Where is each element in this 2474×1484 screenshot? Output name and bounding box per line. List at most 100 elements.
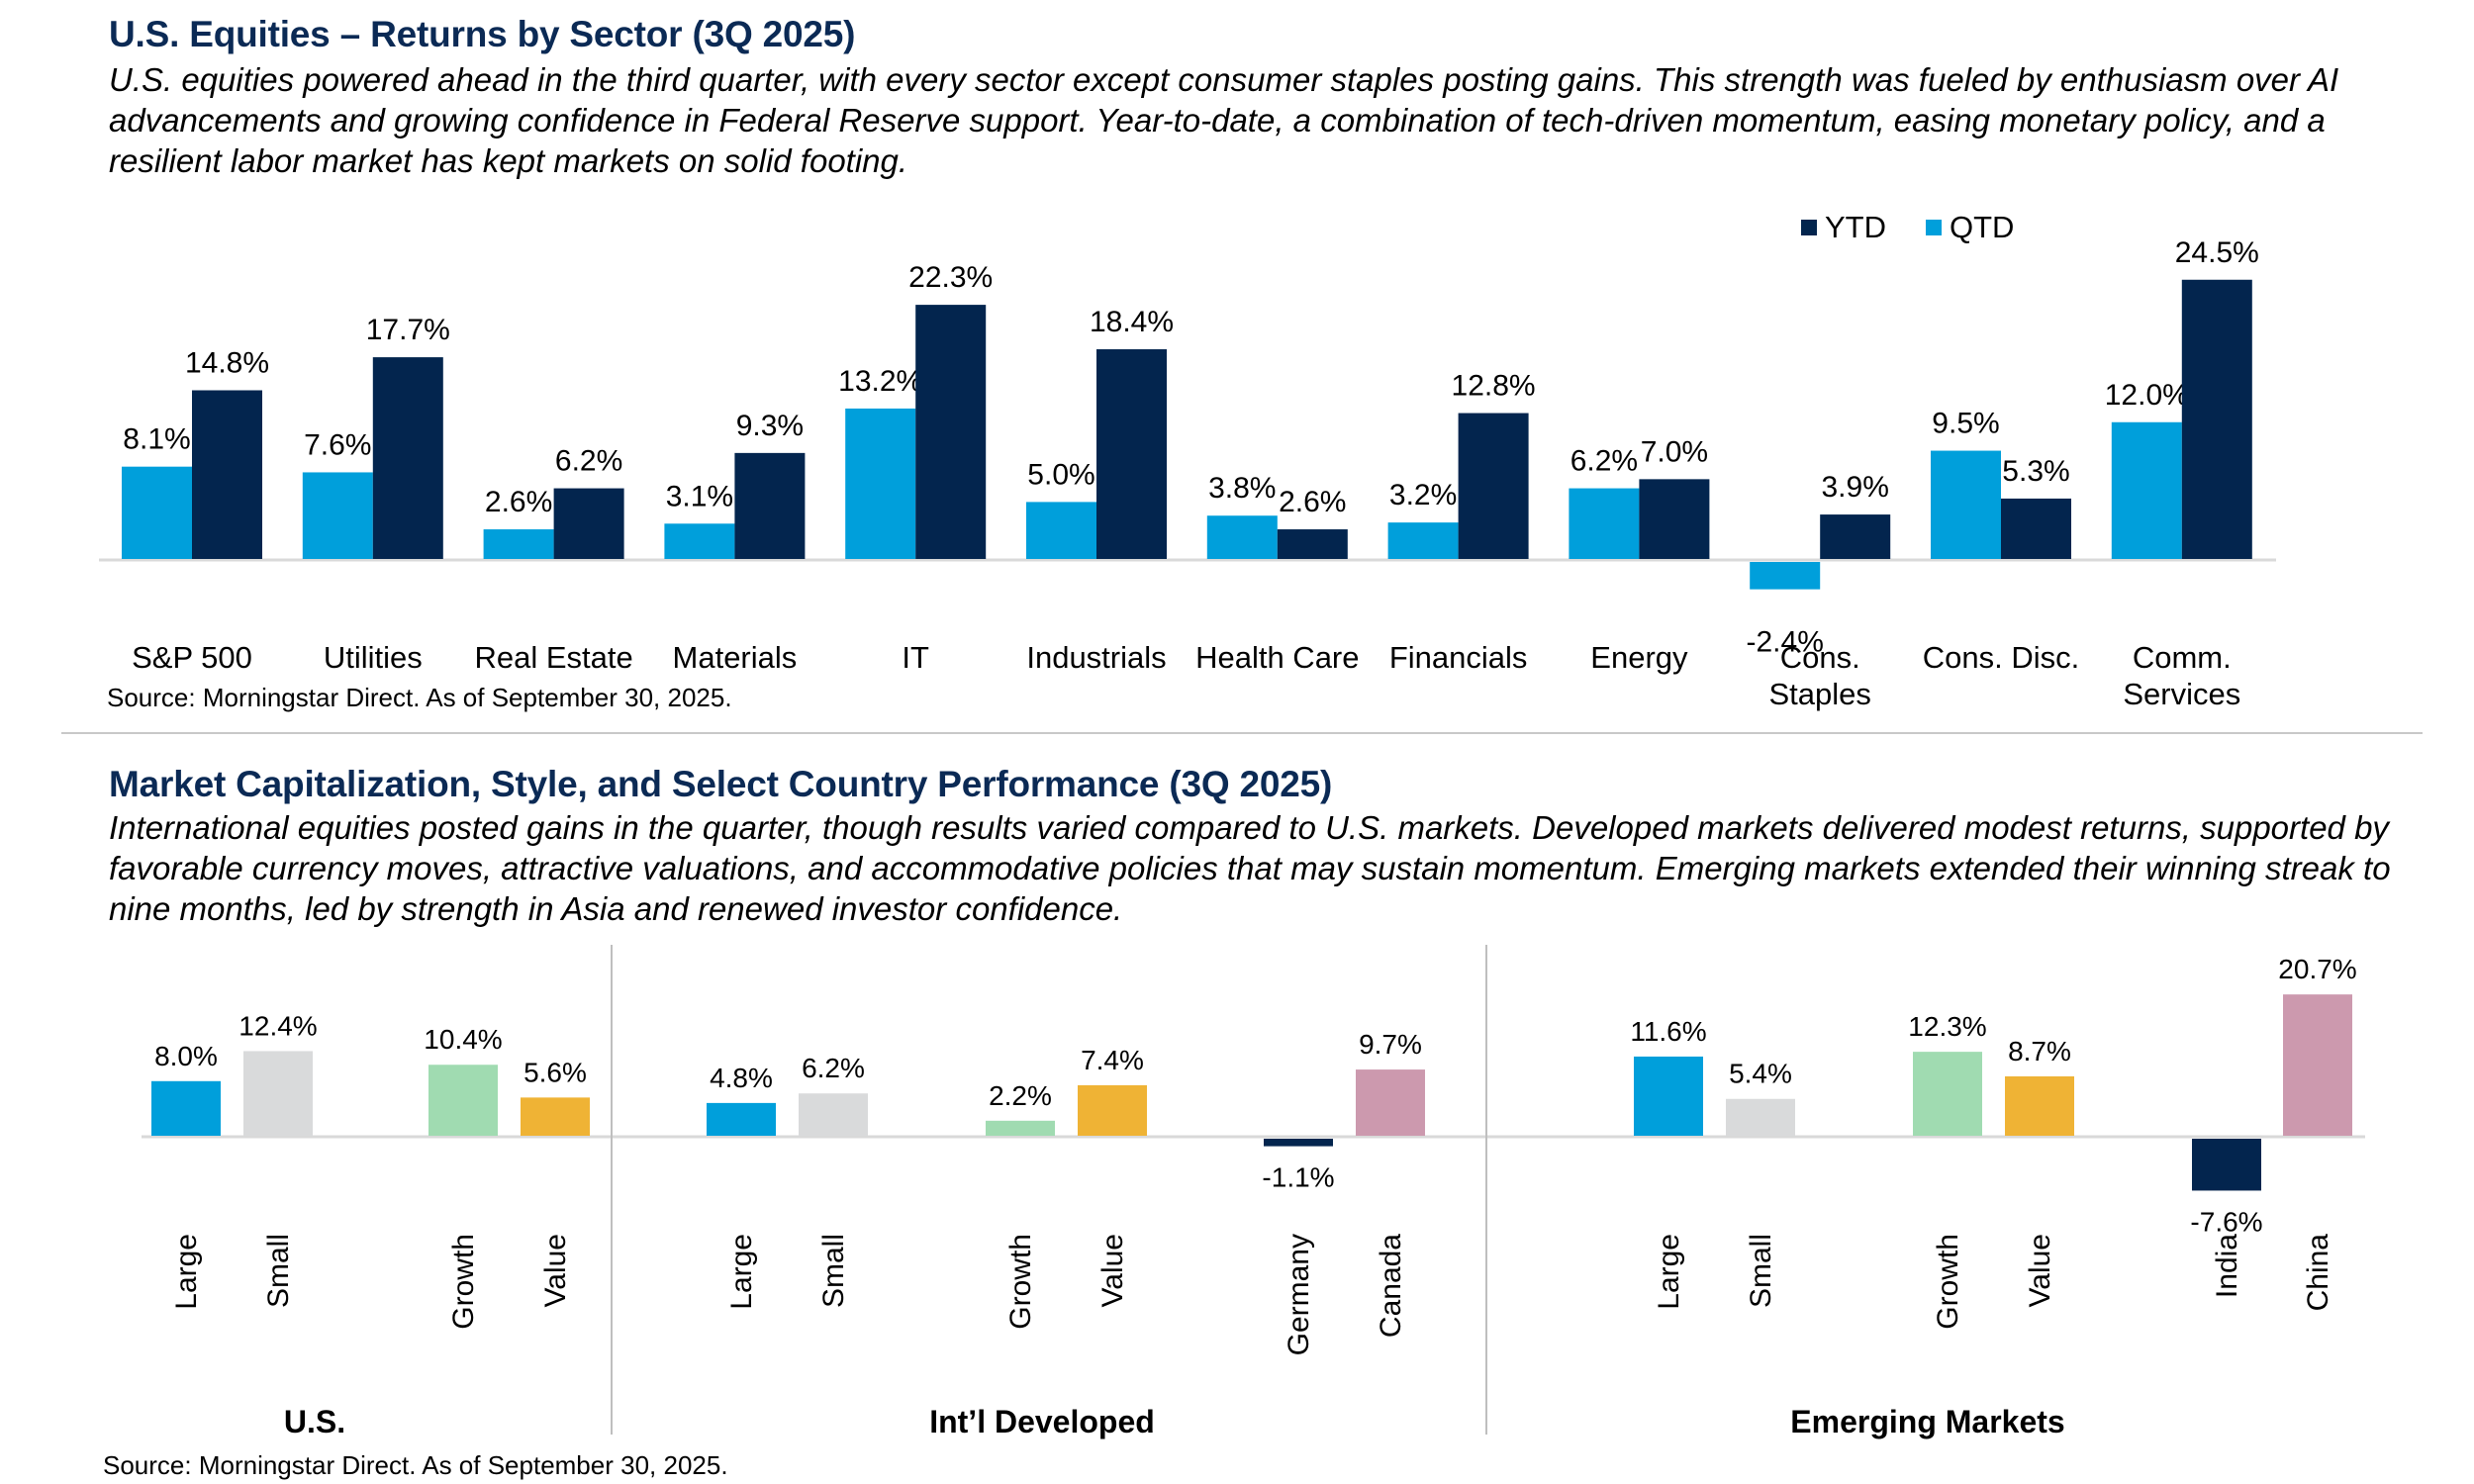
bar-u-s--small	[243, 1051, 313, 1136]
category-label: Canada	[1375, 1234, 1407, 1338]
category-label: Value	[1096, 1234, 1129, 1308]
data-label: 6.2%	[802, 1053, 865, 1083]
category-label: Growth	[447, 1234, 480, 1330]
bar-ytd	[1639, 479, 1710, 559]
bar-int-l-developed-large	[707, 1102, 776, 1136]
category-label: Health Care	[1195, 640, 1359, 675]
data-label-qtd: 12.0%	[2105, 379, 2189, 412]
bar-ytd	[915, 305, 987, 559]
data-label: 20.7%	[2278, 954, 2356, 984]
bar-ytd	[2181, 279, 2252, 559]
data-label-qtd: 5.0%	[1027, 458, 1094, 491]
bar-u-s--growth	[428, 1065, 498, 1136]
bar-qtd	[1750, 562, 1821, 590]
legend-label-qtd: QTD	[1950, 210, 2015, 244]
legend-item-ytd: YTD	[1801, 210, 1886, 245]
data-label-ytd: 9.3%	[736, 410, 804, 442]
category-label: Small	[1745, 1234, 1777, 1308]
data-label-ytd: 3.9%	[1822, 471, 1889, 504]
data-label-ytd: 7.0%	[1641, 435, 1708, 468]
data-label-ytd: 12.8%	[1452, 370, 1536, 403]
category-label: Value	[2024, 1234, 2056, 1308]
bar-ytd	[1277, 529, 1348, 559]
bar-qtd	[1026, 502, 1096, 559]
bar-int-l-developed-germany	[1264, 1139, 1333, 1147]
data-label: 10.4%	[424, 1024, 502, 1055]
bar-int-l-developed-value	[1078, 1084, 1147, 1136]
sector-chart-title: U.S. Equities – Returns by Sector (3Q 20…	[109, 14, 856, 54]
bar-qtd	[1387, 522, 1459, 559]
data-label: 12.3%	[1908, 1011, 1986, 1042]
bar-emerging-markets-value	[2005, 1075, 2074, 1136]
data-label-qtd: 7.6%	[304, 428, 371, 461]
bar-int-l-developed-growth	[986, 1120, 1055, 1136]
data-label-ytd: 5.3%	[2002, 455, 2069, 488]
bar-u-s--large	[151, 1080, 221, 1136]
data-label: -1.1%	[1262, 1162, 1334, 1193]
category-label: China	[2302, 1234, 2334, 1312]
data-label: 8.7%	[2008, 1036, 2071, 1067]
category-label: Services	[2123, 677, 2240, 711]
data-label-ytd: 17.7%	[366, 314, 450, 346]
data-label: 7.4%	[1081, 1045, 1144, 1075]
data-label-ytd: 22.3%	[908, 261, 993, 294]
category-label: Growth	[1004, 1234, 1037, 1330]
bar-ytd	[1096, 349, 1167, 559]
bar-emerging-markets-growth	[1913, 1052, 1982, 1136]
legend-swatch-ytd	[1801, 220, 1817, 235]
category-label: Cons. Disc.	[1923, 640, 2079, 675]
data-label-qtd: 2.6%	[485, 486, 552, 518]
category-label: Utilities	[324, 640, 423, 675]
sector-chart-source: Source: Morningstar Direct. As of Septem…	[107, 683, 732, 712]
bar-qtd	[2111, 421, 2182, 559]
category-label: Financials	[1389, 640, 1528, 675]
bar-ytd	[2001, 498, 2071, 559]
category-label: Large	[725, 1234, 758, 1310]
category-label: Large	[1653, 1234, 1685, 1310]
category-label: Comm.	[2133, 640, 2232, 675]
category-label: Staples	[1768, 677, 1870, 711]
bar-ytd	[1458, 413, 1529, 559]
data-label-ytd: 6.2%	[555, 445, 622, 478]
data-label: 5.4%	[1729, 1059, 1792, 1089]
bar-ytd	[372, 357, 443, 559]
data-label-ytd: 24.5%	[2175, 236, 2259, 269]
category-label: Small	[262, 1234, 295, 1308]
data-label-qtd: 3.2%	[1389, 479, 1457, 511]
data-label-ytd: 18.4%	[1090, 306, 1174, 338]
category-label: IT	[902, 640, 929, 675]
bar-ytd	[734, 452, 806, 559]
bar-ytd	[553, 488, 624, 559]
bar-emerging-markets-small	[1726, 1098, 1795, 1136]
category-label: Energy	[1590, 640, 1688, 675]
data-label: 11.6%	[1630, 1016, 1706, 1047]
market-cap-chart-source: Source: Morningstar Direct. As of Septem…	[103, 1450, 728, 1480]
data-label-qtd: 13.2%	[838, 365, 922, 398]
category-label: Value	[539, 1234, 572, 1308]
category-label: Growth	[1932, 1234, 1964, 1330]
sector-returns-chart: 8.1%14.8%S&P 5007.6%17.7%Utilities2.6%6.…	[99, 236, 2276, 711]
group-label-u-s-: U.S.	[284, 1404, 345, 1439]
sector-chart-description: U.S. equities powered ahead in the third…	[109, 61, 2339, 179]
data-label-qtd: 6.2%	[1570, 445, 1638, 478]
bar-qtd	[483, 529, 554, 559]
category-label: Industrials	[1026, 640, 1166, 675]
legend-swatch-qtd	[1926, 220, 1942, 235]
category-label: Materials	[673, 640, 798, 675]
data-label: 8.0%	[154, 1041, 218, 1071]
category-label: Large	[170, 1234, 203, 1310]
category-label: Germany	[1283, 1234, 1315, 1355]
data-label: 4.8%	[710, 1063, 773, 1093]
bar-emerging-markets-large	[1634, 1056, 1703, 1136]
data-label-ytd: 14.8%	[185, 347, 269, 380]
data-label: 12.4%	[238, 1010, 317, 1041]
bar-qtd	[122, 466, 192, 559]
bar-emerging-markets-india	[2192, 1139, 2261, 1191]
bar-qtd	[1569, 488, 1640, 559]
data-label: -7.6%	[2190, 1206, 2262, 1237]
category-label: India	[2211, 1234, 2243, 1298]
bar-qtd	[1931, 450, 2001, 559]
data-label-qtd: 3.8%	[1208, 472, 1276, 505]
legend-item-qtd: QTD	[1926, 210, 2014, 245]
